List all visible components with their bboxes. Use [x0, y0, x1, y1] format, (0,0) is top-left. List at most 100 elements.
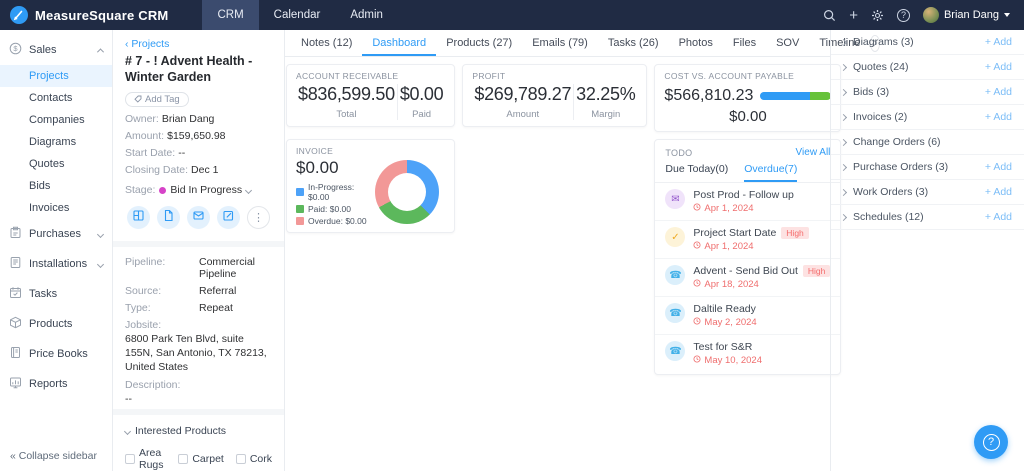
- more-options-button[interactable]: ⋮: [247, 206, 270, 229]
- add-tag-button[interactable]: Add Tag: [125, 92, 189, 107]
- field-label: Start Date:: [125, 147, 175, 159]
- sidebar-item-diagrams[interactable]: Diagrams: [0, 131, 112, 153]
- left-sidebar: $SalesProjectsContactsCompaniesDiagramsQ…: [0, 30, 113, 471]
- checkbox-area-rugs[interactable]: [125, 454, 135, 464]
- help-icon[interactable]: ?: [897, 9, 910, 22]
- section-schedules-12[interactable]: Schedules (12)+ Add: [831, 205, 1024, 230]
- add-invoices-2-button[interactable]: + Add: [985, 111, 1012, 123]
- sidebar-item-reports[interactable]: Reports: [0, 369, 112, 399]
- checkbox-carpet[interactable]: [178, 454, 188, 464]
- sidebar-item-purchases[interactable]: Purchases: [0, 219, 112, 249]
- product-option-cork: Cork: [236, 447, 272, 471]
- add-schedules-12-button[interactable]: + Add: [985, 211, 1012, 223]
- tab-photos[interactable]: Photos: [669, 31, 723, 56]
- chevron-down-icon: [245, 187, 252, 194]
- project-title: # 7 - ! Advent Health - Winter Garden: [125, 54, 272, 85]
- stage-dropdown[interactable]: Stage: Bid In Progress: [125, 184, 272, 196]
- interested-products-header[interactable]: Interested Products: [125, 425, 272, 437]
- tab-dashboard[interactable]: Dashboard: [362, 31, 436, 56]
- todo-item-test-for-s-r[interactable]: ☎Test for S&RMay 10, 2024: [655, 335, 840, 372]
- tab-products-27[interactable]: Products (27): [436, 31, 522, 56]
- nav-tab-calendar[interactable]: Calendar: [259, 0, 336, 30]
- diagram-button[interactable]: [127, 206, 150, 229]
- tab-files[interactable]: Files: [723, 31, 766, 56]
- add-bids-3-button[interactable]: + Add: [985, 86, 1012, 98]
- nav-tab-crm[interactable]: CRM: [202, 0, 258, 30]
- edit-button[interactable]: [217, 206, 240, 229]
- add-quotes-24-button[interactable]: + Add: [985, 61, 1012, 73]
- todo-item-project-start-date[interactable]: ✓Project Start DateHighApr 1, 2024: [655, 221, 840, 259]
- chevron-right-icon: [840, 63, 847, 70]
- mail-button[interactable]: [187, 206, 210, 229]
- todo-tab-due-today-0[interactable]: Due Today(0): [665, 163, 728, 182]
- tab-sov[interactable]: SOV: [766, 31, 809, 56]
- todo-item-post-prod-follow-up[interactable]: ✉Post Prod - Follow upApr 1, 2024: [655, 183, 840, 221]
- add-icon[interactable]: +: [849, 8, 858, 23]
- sidebar-item-bids[interactable]: Bids: [0, 175, 112, 197]
- section-purchase-orders-3[interactable]: Purchase Orders (3)+ Add: [831, 155, 1024, 180]
- add-work-orders-3-button[interactable]: + Add: [985, 186, 1012, 198]
- todo-item-daltile-ready[interactable]: ☎Daltile ReadyMay 2, 2024: [655, 297, 840, 335]
- tab-emails-79[interactable]: Emails (79): [522, 31, 598, 56]
- sidebar-item-projects[interactable]: Projects: [0, 65, 112, 87]
- sidebar-item-products[interactable]: Products: [0, 309, 112, 339]
- add-purchase-orders-3-button[interactable]: + Add: [985, 161, 1012, 173]
- sidebar-item-tasks[interactable]: Tasks: [0, 279, 112, 309]
- stat-value: 32.25%: [576, 84, 635, 105]
- user-menu[interactable]: Brian Dang: [923, 7, 1010, 23]
- sidebar-item-companies[interactable]: Companies: [0, 109, 112, 131]
- project-tabs: Notes (12)DashboardProducts (27)Emails (…: [285, 30, 830, 57]
- detail-label: Source:: [125, 285, 199, 297]
- legend-swatch: [296, 217, 304, 225]
- section-label: Work Orders (3): [853, 186, 928, 198]
- cost-value: $566,810.23: [664, 87, 753, 105]
- section-work-orders-3[interactable]: Work Orders (3) + Add: [831, 180, 1024, 205]
- back-to-projects-link[interactable]: ‹ Projects: [125, 38, 272, 50]
- section-bids-3[interactable]: Bids (3) + Add: [831, 80, 1024, 105]
- field-value: $159,650.98: [167, 130, 225, 142]
- checkbox-cork[interactable]: [236, 454, 246, 464]
- divider: [113, 241, 284, 247]
- settings-gear-icon[interactable]: [871, 9, 884, 22]
- section-change-orders-6[interactable]: Change Orders (6): [831, 130, 1024, 155]
- legend-item-in-progress: In-Progress: $0.00: [296, 182, 367, 202]
- stat-total: $836,599.50Total: [296, 84, 397, 120]
- tab-notes-12[interactable]: Notes (12): [291, 31, 362, 56]
- sidebar-item-sales[interactable]: $Sales: [0, 35, 112, 65]
- sidebar-item-contacts[interactable]: Contacts: [0, 87, 112, 109]
- sidebar-item-price-books[interactable]: Price Books: [0, 339, 112, 369]
- document-icon: [162, 209, 175, 227]
- todo-tab-overdue-7[interactable]: Overdue(7): [744, 163, 797, 182]
- search-icon[interactable]: [823, 9, 836, 22]
- clock-icon: [693, 355, 701, 366]
- description-value: --: [125, 393, 272, 405]
- sidebar-item-installations[interactable]: Installations: [0, 249, 112, 279]
- description-label: Description:: [125, 379, 272, 391]
- sidebar-item-label: Installations: [29, 258, 91, 270]
- todo-item-date: Apr 1, 2024: [693, 203, 793, 214]
- todo-item-advent-send-bid-out[interactable]: ☎Advent - Send Bid OutHighApr 18, 2024: [655, 259, 840, 297]
- section-label: Bids (3): [853, 86, 889, 98]
- help-fab-button[interactable]: ?: [974, 425, 1008, 459]
- stat-amount: $269,789.27Amount: [472, 84, 573, 120]
- section-invoices-2[interactable]: Invoices (2)+ Add: [831, 105, 1024, 130]
- legend-swatch: [296, 188, 304, 196]
- view-all-link[interactable]: View All: [796, 147, 831, 158]
- sidebar-item-invoices[interactable]: Invoices: [0, 197, 112, 219]
- section-quotes-24[interactable]: Quotes (24)+ Add: [831, 55, 1024, 80]
- section-label: Change Orders (6): [853, 136, 941, 148]
- collapse-sidebar-button[interactable]: « Collapse sidebar: [0, 441, 112, 471]
- stat-value: $0.00: [400, 84, 444, 105]
- nav-tab-admin[interactable]: Admin: [335, 0, 398, 30]
- phone-icon: ☎: [665, 265, 685, 285]
- todo-item-body: Post Prod - Follow upApr 1, 2024: [693, 189, 793, 214]
- section-diagrams-3[interactable]: Diagrams (3)+ Add: [831, 30, 1024, 55]
- todo-list: ✉Post Prod - Follow upApr 1, 2024✓Projec…: [655, 183, 840, 372]
- edit-icon: [222, 209, 235, 227]
- sidebar-item-quotes[interactable]: Quotes: [0, 153, 112, 175]
- tab-tasks-26[interactable]: Tasks (26): [598, 31, 669, 56]
- add-diagrams-3-button[interactable]: + Add: [985, 36, 1012, 48]
- document-button[interactable]: [157, 206, 180, 229]
- diagram-icon: [132, 209, 145, 227]
- todo-item-date: May 2, 2024: [693, 317, 756, 328]
